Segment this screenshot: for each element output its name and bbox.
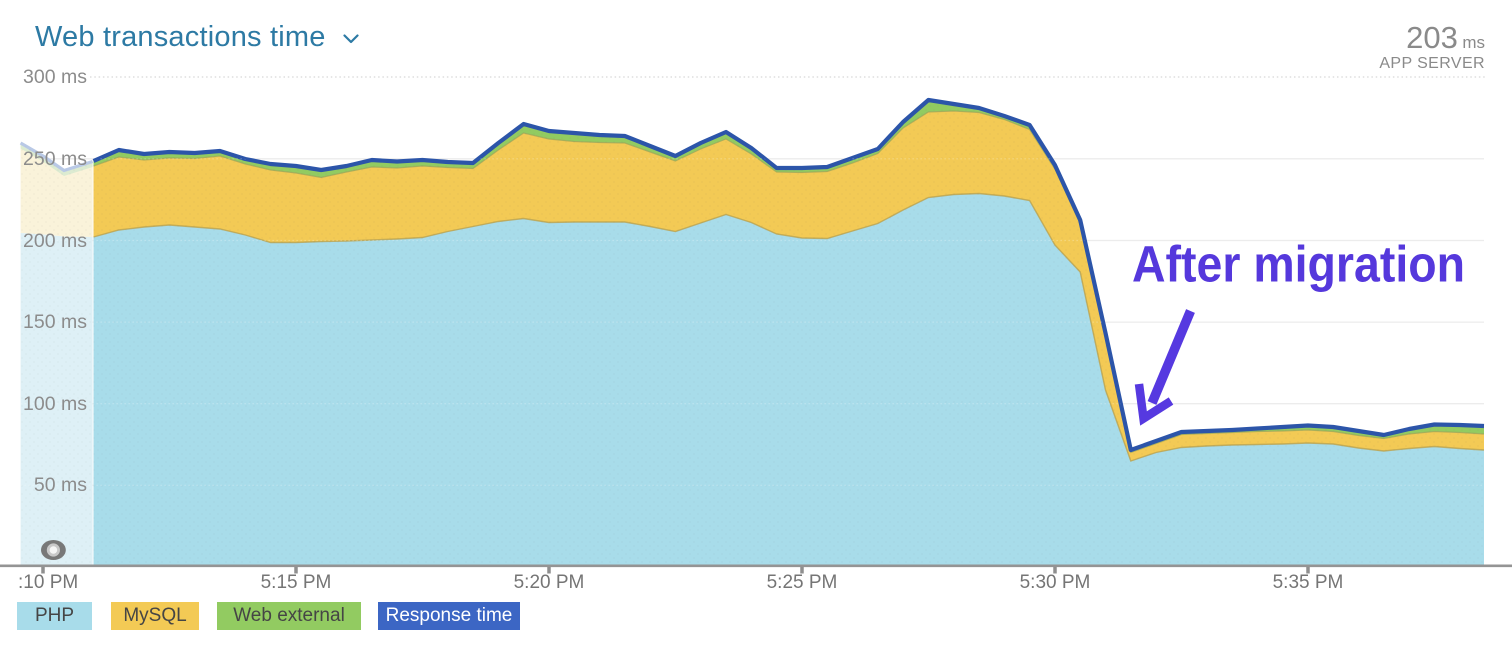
svg-text:After migration: After migration: [1132, 236, 1465, 293]
